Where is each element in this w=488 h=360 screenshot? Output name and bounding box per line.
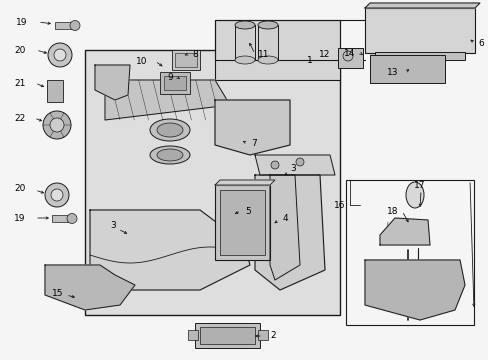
Bar xyxy=(258,330,267,340)
Text: 18: 18 xyxy=(386,207,398,216)
Text: 7: 7 xyxy=(251,139,256,148)
Ellipse shape xyxy=(258,21,278,29)
Polygon shape xyxy=(215,100,289,155)
Circle shape xyxy=(295,158,304,166)
Ellipse shape xyxy=(157,123,183,137)
Text: 12: 12 xyxy=(319,50,330,59)
Text: 14: 14 xyxy=(344,49,355,58)
Polygon shape xyxy=(254,175,325,290)
Text: 22: 22 xyxy=(14,113,25,122)
Circle shape xyxy=(270,161,279,169)
Text: 20: 20 xyxy=(14,184,26,193)
Polygon shape xyxy=(364,3,479,8)
Text: 3: 3 xyxy=(289,163,295,172)
Bar xyxy=(163,76,185,90)
Text: 3: 3 xyxy=(110,220,116,230)
Bar xyxy=(85,50,339,315)
Text: 19: 19 xyxy=(14,213,26,222)
Text: 5: 5 xyxy=(244,207,250,216)
Bar xyxy=(369,55,444,83)
Circle shape xyxy=(67,213,77,224)
Polygon shape xyxy=(105,80,229,120)
Text: 21: 21 xyxy=(14,78,26,87)
Bar xyxy=(47,80,63,102)
Bar xyxy=(172,50,200,70)
Bar xyxy=(215,20,339,80)
Bar xyxy=(175,53,197,67)
Bar xyxy=(52,215,72,222)
Bar xyxy=(258,25,278,60)
Circle shape xyxy=(43,111,71,139)
Text: 16: 16 xyxy=(334,201,345,210)
Ellipse shape xyxy=(150,146,190,164)
Bar xyxy=(195,323,260,348)
Bar xyxy=(374,52,464,60)
Polygon shape xyxy=(90,210,249,290)
Text: 1: 1 xyxy=(306,55,312,64)
Polygon shape xyxy=(364,260,464,320)
Bar xyxy=(200,327,254,344)
Polygon shape xyxy=(95,65,130,100)
Bar xyxy=(55,22,75,29)
Polygon shape xyxy=(45,265,135,310)
Circle shape xyxy=(48,43,72,67)
Bar xyxy=(235,25,254,60)
Text: 11: 11 xyxy=(258,50,269,59)
Polygon shape xyxy=(269,175,299,280)
Bar xyxy=(187,330,198,340)
Text: 15: 15 xyxy=(52,288,63,297)
Text: 10: 10 xyxy=(136,57,147,66)
Text: 20: 20 xyxy=(14,45,26,54)
Ellipse shape xyxy=(157,149,183,161)
Text: 9: 9 xyxy=(167,72,173,81)
Polygon shape xyxy=(254,155,334,175)
Text: 2: 2 xyxy=(270,332,275,341)
Text: 4: 4 xyxy=(282,213,287,222)
Bar xyxy=(215,185,269,260)
Bar xyxy=(364,8,474,53)
Bar xyxy=(160,72,190,94)
Ellipse shape xyxy=(235,21,254,29)
Polygon shape xyxy=(215,180,274,185)
Polygon shape xyxy=(379,218,429,245)
Circle shape xyxy=(51,189,63,201)
Circle shape xyxy=(70,21,80,31)
Ellipse shape xyxy=(150,119,190,141)
Text: 19: 19 xyxy=(16,18,28,27)
Text: 17: 17 xyxy=(413,180,425,189)
Ellipse shape xyxy=(235,56,254,64)
Text: 8: 8 xyxy=(192,50,198,59)
Circle shape xyxy=(54,49,66,61)
Circle shape xyxy=(342,51,352,61)
Bar xyxy=(337,48,362,68)
Circle shape xyxy=(50,118,64,132)
Bar xyxy=(220,190,264,255)
Ellipse shape xyxy=(405,182,423,208)
Text: 13: 13 xyxy=(386,68,398,77)
Circle shape xyxy=(45,183,69,207)
Ellipse shape xyxy=(258,56,278,64)
Text: 6: 6 xyxy=(477,39,483,48)
Bar xyxy=(346,180,473,325)
